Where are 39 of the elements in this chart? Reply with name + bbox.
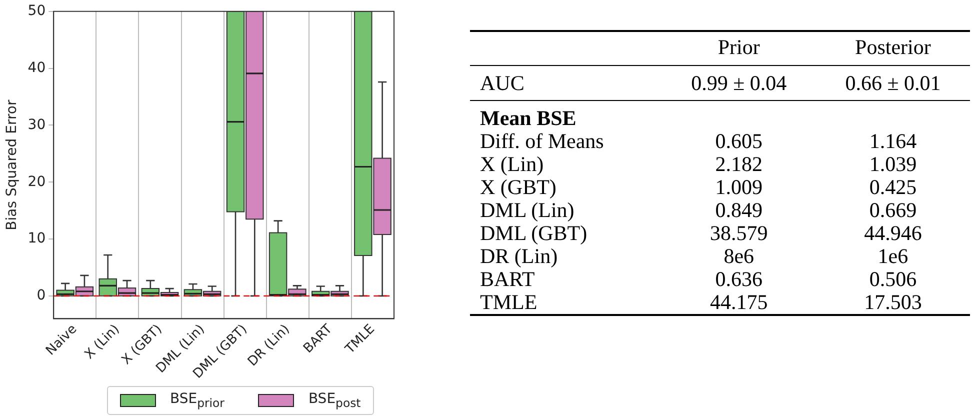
category-label: X (GBT): [480, 175, 556, 199]
text: 0.425: [869, 175, 917, 199]
text: 17.503: [864, 290, 922, 314]
category-label: X (Lin): [480, 152, 544, 176]
category-label: BART: [480, 267, 535, 291]
y-axis-title: Bias Squared Error: [4, 100, 20, 230]
text: 1.164: [869, 129, 917, 153]
legend-label: BSE$_{prior}$: [170, 391, 224, 410]
category-label: DML (Lin): [480, 198, 574, 222]
y-tick-label: 30: [28, 116, 46, 133]
text: 0.605: [715, 129, 762, 153]
y-tick-label: 0: [36, 288, 46, 304]
y-tick-label: 40: [28, 60, 46, 76]
text: 1.039: [869, 152, 917, 176]
category-label: Posterior: [816, 31, 970, 66]
category-label: DR (Lin): [480, 244, 558, 268]
text: 1e6: [878, 244, 908, 268]
text: 44.175: [710, 290, 768, 314]
text: 0.636: [715, 267, 762, 291]
text: 0.669: [869, 198, 917, 222]
legend-label: BSE$_{post}$: [308, 391, 361, 410]
category-label: Prior: [662, 31, 816, 66]
text: 0.506: [869, 267, 917, 291]
text: 0.849: [715, 198, 762, 222]
category-label: Mean BSE: [480, 106, 576, 130]
text: 2.182: [715, 152, 762, 176]
text: 1.009: [715, 175, 762, 199]
y-tick-label: 20: [28, 174, 46, 190]
category-label: DML (GBT): [480, 221, 588, 245]
category-label: TMLE: [480, 290, 538, 314]
category-label: Diff. of Means: [480, 129, 604, 153]
text: 0.66 ± 0.01: [845, 71, 941, 95]
y-tick-label: 50: [28, 3, 46, 20]
text: 38.579: [710, 221, 768, 245]
text: 44.946: [864, 221, 922, 245]
y-tick-label: 10: [28, 230, 46, 247]
text: 8e6: [724, 244, 754, 268]
text: 0.99 ± 0.04: [691, 71, 787, 95]
category-label: AUC: [480, 71, 524, 95]
